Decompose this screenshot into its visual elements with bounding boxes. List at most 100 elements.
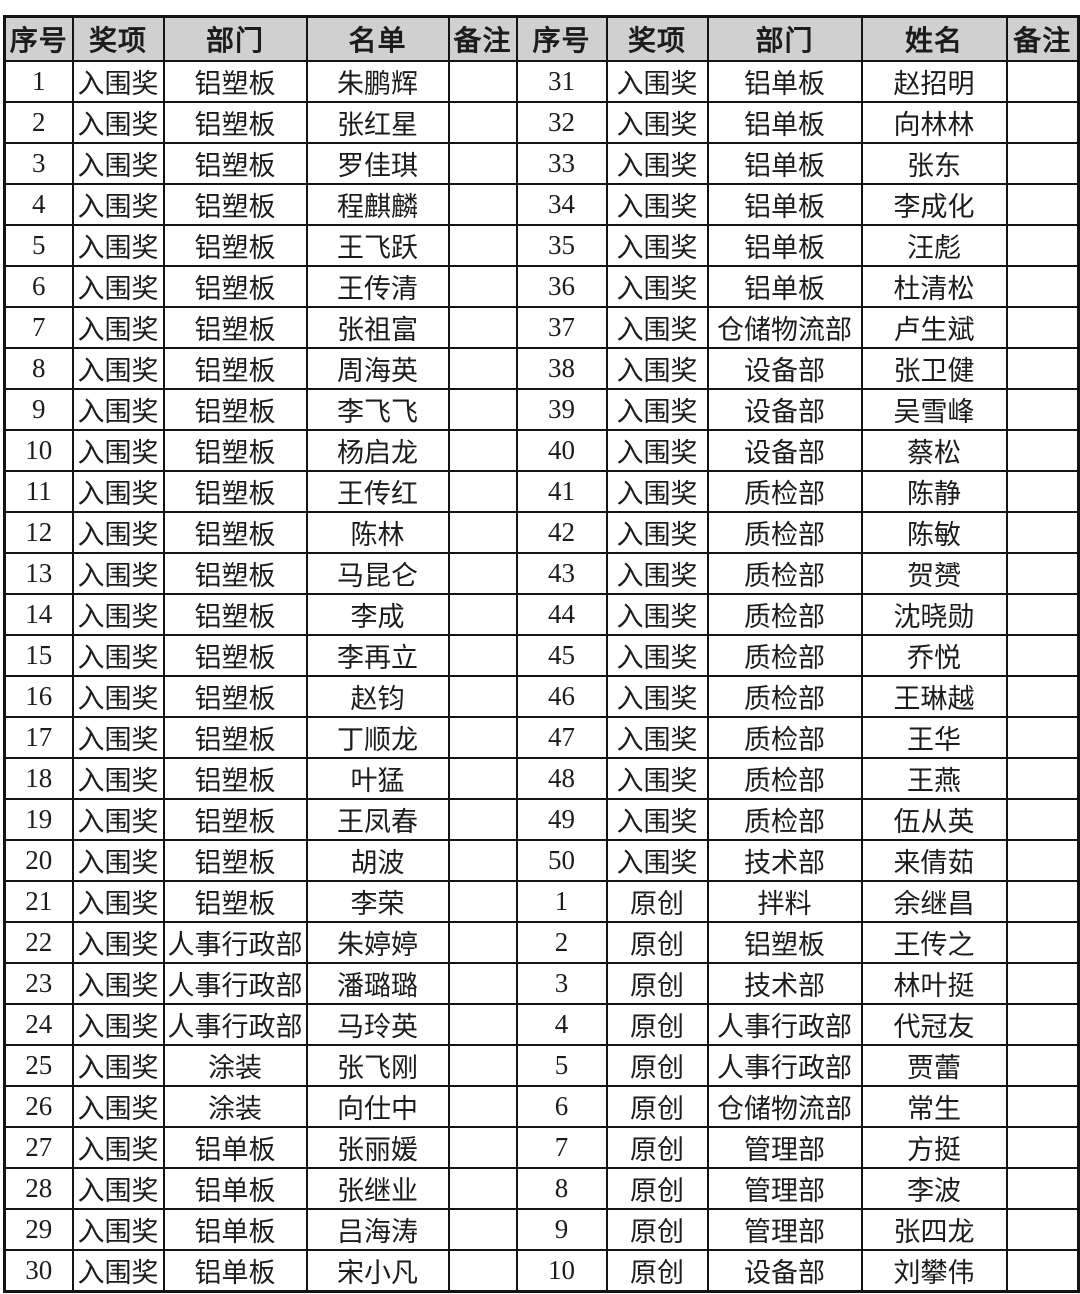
right-cell-remarks — [1005, 634, 1080, 677]
left-cell-department: 铝塑板 — [162, 798, 308, 841]
right-cell-remarks — [1005, 347, 1080, 390]
right-cell-award: 原创 — [605, 962, 709, 1005]
right-cell-award: 原创 — [605, 1167, 709, 1210]
left-cell-index: 5 — [3, 224, 74, 267]
left-cell-remarks — [447, 1249, 518, 1293]
right-cell-name: 蔡松 — [860, 429, 1008, 472]
left-cell-award: 入围奖 — [71, 183, 165, 226]
right-cell-name: 乔悦 — [860, 634, 1008, 677]
right-cell-award: 入围奖 — [605, 798, 709, 841]
right-cell-department: 技术部 — [706, 962, 863, 1005]
left-col-header-remarks: 备注 — [447, 15, 518, 62]
right-cell-name: 王传之 — [860, 921, 1008, 964]
left-cell-name: 杨启龙 — [305, 429, 450, 472]
left-cell-department: 铝塑板 — [162, 634, 308, 677]
right-cell-name: 陈敏 — [860, 511, 1008, 554]
right-cell-name: 向林林 — [860, 101, 1008, 144]
right-cell-remarks — [1005, 675, 1080, 718]
right-cell-name: 陈静 — [860, 470, 1008, 513]
left-cell-name: 王传清 — [305, 265, 450, 308]
left-cell-name: 李荣 — [305, 880, 450, 923]
right-cell-index: 46 — [515, 675, 608, 718]
right-cell-department: 人事行政部 — [706, 1003, 863, 1046]
right-cell-award: 入围奖 — [605, 429, 709, 472]
right-cell-award: 原创 — [605, 1208, 709, 1251]
left-cell-award: 入围奖 — [71, 880, 165, 923]
right-cell-remarks — [1005, 1085, 1080, 1128]
left-cell-remarks — [447, 593, 518, 636]
right-cell-index: 2 — [515, 921, 608, 964]
left-cell-index: 10 — [3, 429, 74, 472]
left-cell-department: 铝塑板 — [162, 511, 308, 554]
table-row: 21 入围奖 铝塑板 李荣 1 原创 拌料 余继昌 — [3, 880, 1080, 923]
right-cell-index: 9 — [515, 1208, 608, 1251]
right-cell-index: 31 — [515, 60, 608, 103]
right-cell-name: 李波 — [860, 1167, 1008, 1210]
right-cell-department: 质检部 — [706, 593, 863, 636]
right-cell-award: 入围奖 — [605, 552, 709, 595]
table-row: 17 入围奖 铝塑板 丁顺龙 47 入围奖 质检部 王华 — [3, 716, 1080, 759]
right-cell-remarks — [1005, 224, 1080, 267]
right-cell-name: 沈晓勋 — [860, 593, 1008, 636]
right-cell-remarks — [1005, 142, 1080, 185]
left-cell-department: 铝塑板 — [162, 675, 308, 718]
left-cell-remarks — [447, 552, 518, 595]
right-cell-name: 李成化 — [860, 183, 1008, 226]
table-row: 5 入围奖 铝塑板 王飞跃 35 入围奖 铝单板 汪彪 — [3, 224, 1080, 267]
left-cell-name: 张继业 — [305, 1167, 450, 1210]
right-cell-index: 10 — [515, 1249, 608, 1293]
left-cell-remarks — [447, 798, 518, 841]
left-cell-award: 入围奖 — [71, 1167, 165, 1210]
left-cell-index: 4 — [3, 183, 74, 226]
left-cell-award: 入围奖 — [71, 593, 165, 636]
right-cell-name: 汪彪 — [860, 224, 1008, 267]
left-cell-name: 王传红 — [305, 470, 450, 513]
right-col-header-remarks: 备注 — [1005, 15, 1080, 62]
left-cell-department: 人事行政部 — [162, 1003, 308, 1046]
table-row: 28 入围奖 铝单板 张继业 8 原创 管理部 李波 — [3, 1167, 1080, 1210]
left-cell-award: 入围奖 — [71, 1003, 165, 1046]
right-cell-department: 质检部 — [706, 757, 863, 800]
left-cell-department: 涂装 — [162, 1044, 308, 1087]
right-cell-index: 41 — [515, 470, 608, 513]
left-cell-department: 铝塑板 — [162, 388, 308, 431]
right-cell-department: 设备部 — [706, 429, 863, 472]
left-cell-remarks — [447, 1167, 518, 1210]
left-cell-name: 程麒麟 — [305, 183, 450, 226]
right-cell-remarks — [1005, 470, 1080, 513]
left-cell-index: 16 — [3, 675, 74, 718]
table-row: 4 入围奖 铝塑板 程麒麟 34 入围奖 铝单板 李成化 — [3, 183, 1080, 226]
left-cell-index: 2 — [3, 101, 74, 144]
right-cell-index: 38 — [515, 347, 608, 390]
right-cell-name: 贾蕾 — [860, 1044, 1008, 1087]
left-cell-index: 24 — [3, 1003, 74, 1046]
right-cell-award: 入围奖 — [605, 224, 709, 267]
left-cell-department: 铝塑板 — [162, 470, 308, 513]
left-cell-index: 26 — [3, 1085, 74, 1128]
left-cell-name: 朱婷婷 — [305, 921, 450, 964]
left-cell-index: 6 — [3, 265, 74, 308]
right-cell-award: 原创 — [605, 880, 709, 923]
right-cell-remarks — [1005, 1249, 1080, 1293]
left-cell-award: 入围奖 — [71, 675, 165, 718]
right-cell-remarks — [1005, 1003, 1080, 1046]
left-cell-award: 入围奖 — [71, 716, 165, 759]
right-cell-award: 入围奖 — [605, 839, 709, 882]
right-cell-name: 刘攀伟 — [860, 1249, 1008, 1293]
left-cell-department: 铝塑板 — [162, 60, 308, 103]
right-cell-remarks — [1005, 716, 1080, 759]
right-cell-award: 入围奖 — [605, 101, 709, 144]
left-cell-name: 王飞跃 — [305, 224, 450, 267]
left-cell-remarks — [447, 470, 518, 513]
table-row: 20 入围奖 铝塑板 胡波 50 入围奖 技术部 来倩茹 — [3, 839, 1080, 882]
right-cell-department: 质检部 — [706, 634, 863, 677]
left-cell-award: 入围奖 — [71, 224, 165, 267]
right-cell-award: 入围奖 — [605, 388, 709, 431]
right-cell-index: 35 — [515, 224, 608, 267]
left-cell-index: 18 — [3, 757, 74, 800]
right-cell-department: 铝单板 — [706, 265, 863, 308]
left-cell-department: 铝塑板 — [162, 142, 308, 185]
right-cell-remarks — [1005, 757, 1080, 800]
right-cell-remarks — [1005, 60, 1080, 103]
left-cell-name: 朱鹏辉 — [305, 60, 450, 103]
